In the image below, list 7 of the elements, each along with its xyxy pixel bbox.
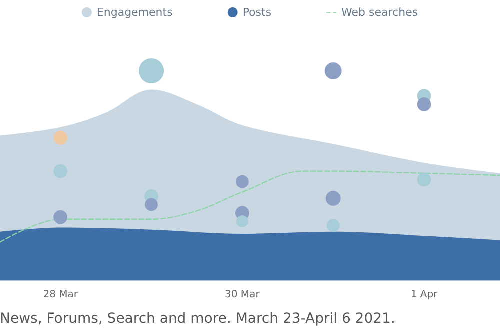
legend-label: Web searches (342, 6, 418, 19)
x-tick-label: 30 Mar (225, 290, 261, 300)
text: News, Forums, Search and more. March 23-April 6 2021. (0, 311, 396, 327)
legend-label: Engagements (96, 6, 174, 19)
x-tick-label: 28 Mar (43, 290, 79, 300)
legend-label: Posts (242, 6, 272, 19)
x-tick-label: 1 Apr (410, 290, 439, 300)
